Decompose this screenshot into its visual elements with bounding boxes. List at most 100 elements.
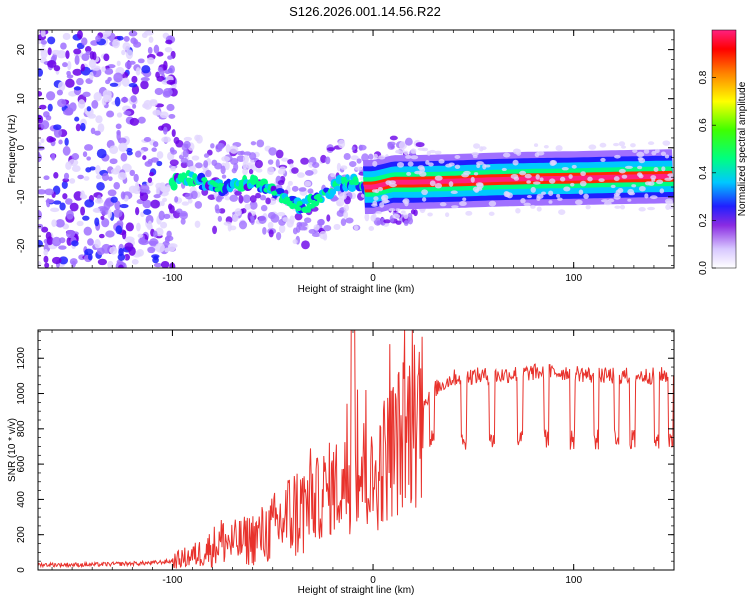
heatmap-cell [170,165,176,172]
heatmap-cell [520,198,526,204]
heatmap-cell [238,220,248,230]
heatmap-cell [43,175,50,181]
heatmap-cell [124,242,134,251]
heatmap-cell [137,58,145,64]
heatmap-cell [155,186,160,196]
heatmap-cell [190,190,198,200]
heatmap-cell [398,141,408,150]
heatmap-cell [58,245,67,250]
heatmap-cell [165,39,173,45]
heatmap-cell [651,150,657,156]
heatmap-cell [87,113,97,119]
heatmap-cell [568,174,573,179]
heatmap-cell [132,103,137,109]
heatmap-cell [613,142,620,147]
heatmap-cell [102,89,112,100]
heatmap-cell [46,91,56,101]
heatmap-cell [548,200,553,204]
heatmap-cell [163,213,171,220]
heatmap-cell [600,157,606,163]
heatmap-cell [421,197,427,202]
heatmap-cell [96,182,105,191]
heatmap-cell [86,106,92,112]
heatmap-cell [287,180,293,186]
heatmap-cell [348,179,355,185]
snr-y-tick-label: 1000 [16,382,27,405]
heatmap-cell [541,191,547,195]
heatmap-cell [38,114,44,124]
heatmap-cell [94,130,101,136]
heatmap-cell [304,180,312,187]
heatmap-cell [465,210,473,216]
heatmap-cell [395,208,401,212]
heatmap-cell [71,240,79,247]
heatmap-cell [115,225,123,235]
heatmap-cell [395,149,400,154]
heatmap-cell [588,144,597,150]
heatmap-cell [275,159,280,168]
heatmap-cell [624,165,633,169]
spectrogram-y-tick-label: 10 [16,93,27,105]
heatmap-cell [95,115,103,124]
heatmap-cell [123,35,130,42]
heatmap-cell [275,149,284,159]
heatmap-cell [664,198,673,204]
heatmap-cell [282,217,289,222]
heatmap-cell [194,200,203,209]
heatmap-cell [205,169,212,178]
heatmap-cell [653,166,659,172]
heatmap-cell [148,238,159,247]
heatmap-cell [234,190,242,196]
heatmap-cell [236,150,244,156]
heatmap-cell [319,230,327,240]
heatmap-cell [151,147,157,152]
heatmap-cell [375,211,383,215]
heatmap-cell [613,176,620,182]
heatmap-cell [570,182,575,187]
heatmap-cell [76,220,84,227]
heatmap-cell [392,213,401,219]
heatmap-cell [43,255,49,264]
heatmap-cell [175,139,184,148]
heatmap-cell [510,174,519,180]
heatmap-cell [91,100,99,109]
heatmap-cell [142,155,147,161]
heatmap-cell [62,146,71,156]
heatmap-cell [82,215,90,221]
heatmap-cell [265,197,271,205]
heatmap-cell [580,171,586,177]
heatmap-cell [364,213,370,222]
heatmap-cell [400,210,406,214]
heatmap-cell [163,60,168,71]
heatmap-cell [267,166,275,176]
heatmap-cell [108,176,113,182]
heatmap-cell [583,193,589,199]
heatmap-cell [97,258,108,266]
heatmap-cell [659,188,665,194]
heatmap-cell [450,190,458,195]
heatmap-cell [164,236,170,244]
heatmap-cell [630,143,636,148]
heatmap-cell [389,183,397,188]
heatmap-cell [98,233,105,239]
heatmap-cell [116,60,121,67]
heatmap-cell [44,188,55,196]
heatmap-cell [141,32,148,39]
heatmap-cell [343,153,351,160]
heatmap-cell [291,167,299,174]
heatmap-cell [403,220,409,226]
heatmap-cell [203,160,209,168]
heatmap-cell [65,78,75,88]
heatmap-cell [599,142,607,148]
heatmap-cell [128,30,138,37]
heatmap-cell [53,65,61,72]
heatmap-cell [119,204,129,209]
heatmap-cell [62,62,68,68]
heatmap-cell [336,201,342,207]
heatmap-cell [76,77,84,86]
spectrogram-y-tick-label: -10 [16,189,27,204]
heatmap-cell [71,165,81,173]
heatmap-cell [237,185,244,191]
heatmap-cell [166,230,172,238]
snr-y-tick-label: 800 [16,420,27,437]
